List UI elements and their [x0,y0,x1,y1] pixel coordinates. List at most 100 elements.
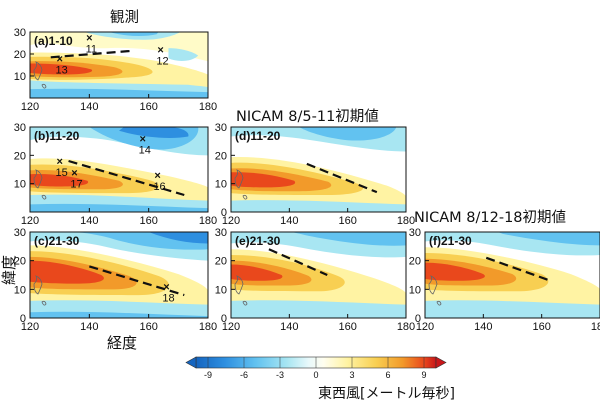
xtick-label: 140 [80,101,98,113]
xtick-label: 160 [139,321,157,333]
xtick-label: 160 [139,215,157,227]
xtick-label: 180 [199,101,217,113]
storm-label: 18 [162,292,174,304]
xtick-label: 180 [591,321,600,333]
panel-frame-e [230,231,407,319]
trend-line-d [306,162,378,194]
panel-title-b: (b)11-20 [34,129,80,143]
panel-title-f: (f)21-30 [429,234,472,248]
y-axis-label: 緯度 [0,255,18,285]
storm-label: 17 [70,178,82,190]
xtick-label: 180 [397,321,415,333]
trend-line-e [268,248,328,277]
panel-d [231,127,406,212]
trend-line-c [89,265,185,297]
ytick-label: 20 [215,150,227,162]
colorbar-tick-label: -6 [240,370,248,380]
panel-frame-d [230,126,407,213]
xtick-label: 140 [80,215,98,227]
colorbar-min-arrow [185,356,197,369]
panel-e [231,232,406,318]
storm-marker: × [56,53,62,65]
storm-marker: × [86,33,92,45]
panel-b [30,127,208,212]
colorbar-tick-label: 6 [385,370,390,380]
xtick-label: 120 [222,215,240,227]
ytick-label: 30 [14,227,26,239]
storm-label: 14 [139,144,151,156]
ytick-label: 0 [221,207,227,219]
ytick-label: 30 [215,122,227,134]
xtick-label: 120 [21,101,39,113]
x-axis-label: 経度 [107,334,137,352]
storm-marker: × [154,170,160,182]
xtick-label: 120 [21,321,39,333]
xtick-label: 180 [199,321,217,333]
ytick-label: 20 [14,256,26,268]
xtick-label: 160 [338,215,356,227]
ytick-label: 30 [215,227,227,239]
storm-label: 15 [56,167,68,179]
xtick-label: 140 [280,215,298,227]
panel-frame-a [29,31,209,99]
colorbar-tick-label: -3 [276,370,284,380]
ytick-label: 20 [215,256,227,268]
panel-frame-c [29,231,209,319]
ytick-label: 10 [14,179,26,191]
colorbar-tick-label: 0 [313,370,318,380]
ytick-label: 30 [14,27,26,39]
panel-title-e: (e)21-30 [235,234,281,248]
ytick-label: 30 [409,227,421,239]
xtick-label: 180 [397,215,415,227]
xtick-label: 180 [199,215,217,227]
ytick-label: 20 [14,150,26,162]
ytick-label: 10 [14,284,26,296]
storm-marker: × [140,133,146,145]
xtick-label: 160 [139,101,157,113]
xtick-label: 140 [280,321,298,333]
xtick-label: 160 [532,321,550,333]
ytick-label: 0 [20,313,26,325]
storm-label: 12 [156,56,168,68]
storm-label: 16 [153,181,165,193]
panel-title-c: (c)21-30 [34,234,80,248]
heading-observation: 観測 [110,9,139,26]
panel-title-a: (a)1-10 [34,34,73,48]
heading-nicam-run1: NICAM 8/5-11初期値 [236,108,379,125]
trend-line-b [68,159,185,197]
heading-nicam-run2: NICAM 8/12-18初期値 [414,209,566,226]
ytick-label: 30 [14,122,26,134]
ytick-label: 10 [409,284,421,296]
ytick-label: 0 [415,313,421,325]
xtick-label: 120 [21,215,39,227]
panel-title-d: (d)11-20 [235,129,281,143]
coastline-outlines [33,61,442,306]
storm-label: 11 [86,44,97,56]
ytick-label: 10 [215,284,227,296]
xtick-label: 140 [80,321,98,333]
colorbar-max-arrow [435,356,447,369]
panel-frame-f [424,231,600,319]
panel-frame-b [29,126,209,213]
xtick-label: 120 [416,321,434,333]
storm-marker: × [71,167,77,179]
colorbar-label: 東西風[メートル毎秒] [318,386,455,402]
storm-marker: × [157,45,163,57]
colorbar-tick-label: 9 [421,370,426,380]
ytick-label: 0 [221,313,227,325]
trend-line-f [485,256,551,282]
xtick-label: 140 [474,321,492,333]
panel-c [30,232,208,318]
ytick-label: 20 [409,256,421,268]
panel-a [30,32,208,98]
ytick-label: 10 [215,179,227,191]
storm-marker: × [163,281,169,293]
ytick-label: 20 [14,49,26,61]
xtick-label: 160 [338,321,356,333]
xtick-label: 120 [222,321,240,333]
ytick-label: 10 [14,71,26,83]
colorbar-tick-label: 3 [349,370,354,380]
colorbar-tick-label: -9 [204,370,212,380]
